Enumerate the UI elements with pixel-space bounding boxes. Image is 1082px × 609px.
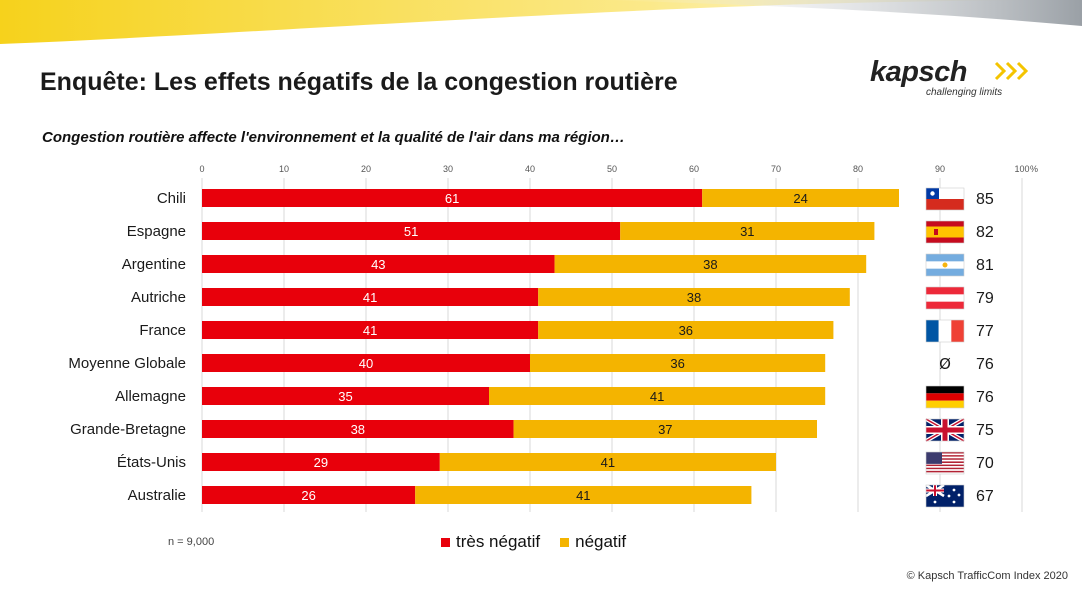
x-tick-label: 70	[771, 164, 781, 174]
data-label-negative: 31	[740, 224, 754, 239]
legend-item-negative: négatif	[560, 532, 626, 552]
bar-very-negative	[202, 486, 416, 504]
bar-negative	[489, 387, 826, 405]
kapsch-logo: kapsch challenging limits	[866, 56, 1046, 101]
category-label: Espagne	[127, 223, 186, 240]
flag-france-icon	[925, 319, 965, 343]
bar-very-negative	[202, 189, 703, 207]
x-tick-label: 40	[525, 164, 535, 174]
bar-negative	[530, 354, 826, 372]
data-label-very-negative: 38	[351, 422, 365, 437]
total-value: 70	[976, 455, 994, 472]
header-swoosh	[0, 0, 1082, 44]
legend-swatch-negative	[560, 537, 570, 547]
total-value: 81	[976, 257, 994, 274]
x-tick-label: 60	[689, 164, 699, 174]
average-symbol: Ø	[939, 355, 951, 373]
bar-very-negative	[202, 453, 440, 471]
category-label: Australie	[128, 487, 186, 504]
total-value: 79	[976, 290, 994, 307]
logo-wordmark: kapsch	[870, 56, 967, 88]
x-tick-label: 30	[443, 164, 453, 174]
chart-legend: très négatif négatif	[441, 532, 646, 552]
data-label-negative: 41	[576, 488, 590, 503]
bar-very-negative	[202, 222, 621, 240]
bar-very-negative	[202, 321, 539, 339]
x-tick-label: 10	[279, 164, 289, 174]
bar-negative	[513, 420, 817, 438]
data-label-negative: 37	[658, 422, 672, 437]
total-value: 76	[976, 389, 994, 406]
bar-negative	[620, 222, 875, 240]
bar-very-negative	[202, 255, 555, 273]
x-tick-label: 20	[361, 164, 371, 174]
category-label: Grande-Bretagne	[70, 421, 186, 438]
legend-label-negative: négatif	[575, 532, 627, 551]
bar-negative	[439, 453, 776, 471]
total-value: 82	[976, 224, 994, 241]
bar-negative	[415, 486, 752, 504]
data-label-very-negative: 51	[404, 224, 418, 239]
total-value: 76	[976, 356, 994, 373]
page-title: Enquête: Les effets négatifs de la conge…	[40, 68, 678, 96]
flag-spain-icon	[925, 220, 965, 244]
total-value: 85	[976, 191, 994, 208]
data-label-very-negative: 26	[301, 488, 315, 503]
data-label-negative: 38	[703, 257, 717, 272]
x-tick-label: 80	[853, 164, 863, 174]
category-label: Chili	[157, 190, 186, 207]
bar-very-negative	[202, 288, 539, 306]
flag-argentina-icon	[925, 253, 965, 277]
bar-very-negative	[202, 420, 514, 438]
data-label-very-negative: 61	[445, 191, 459, 206]
bar-negative	[538, 288, 850, 306]
data-label-negative: 36	[670, 356, 684, 371]
bar-negative	[538, 321, 834, 339]
category-label: Argentine	[122, 256, 186, 273]
flag-austria-icon	[925, 286, 965, 310]
bar-very-negative	[202, 387, 489, 405]
x-tick-label: 90	[935, 164, 945, 174]
legend-swatch-very-negative	[441, 537, 450, 547]
data-label-very-negative: 43	[371, 257, 385, 272]
flag-germany-icon	[925, 385, 965, 409]
category-label: Moyenne Globale	[68, 355, 186, 372]
data-label-very-negative: 35	[338, 389, 352, 404]
category-label: États-Unis	[117, 454, 186, 471]
bar-negative	[554, 255, 867, 273]
flag-usa-icon	[925, 451, 965, 475]
sample-size-note: n = 9,000	[168, 536, 215, 548]
data-label-very-negative: 29	[314, 455, 328, 470]
data-label-negative: 24	[793, 191, 807, 206]
copyright-note: © Kapsch TrafficCom Index 2020	[906, 570, 1068, 582]
bar-negative	[702, 189, 899, 207]
legend-label-very-negative: très négatif	[456, 532, 541, 551]
logo-tagline: challenging limits	[926, 87, 1003, 98]
category-label: Allemagne	[115, 388, 186, 405]
x-tick-label: 100	[1014, 164, 1029, 174]
x-tick-label: 0	[199, 164, 204, 174]
category-label: Autriche	[131, 289, 186, 306]
category-label: France	[139, 322, 186, 339]
flag-australia-icon	[925, 483, 965, 508]
x-tick-label: 50	[607, 164, 617, 174]
legend-item-very-negative: très négatif	[441, 532, 540, 552]
flag-uk-icon	[924, 417, 966, 443]
flag-chile-icon	[925, 187, 965, 211]
data-label-negative: 36	[679, 323, 693, 338]
data-label-negative: 41	[650, 389, 664, 404]
total-value: 75	[976, 422, 994, 439]
total-value: 77	[976, 323, 994, 340]
total-value: 67	[976, 488, 994, 505]
chart-subtitle: Congestion routière affecte l'environnem…	[42, 129, 625, 146]
bar-very-negative	[202, 354, 530, 372]
data-label-very-negative: 41	[363, 323, 377, 338]
x-unit-label: %	[1030, 164, 1038, 174]
data-label-very-negative: 41	[363, 290, 377, 305]
data-label-very-negative: 40	[359, 356, 373, 371]
data-label-negative: 41	[601, 455, 615, 470]
logo-arrows-icon	[994, 61, 1029, 81]
data-label-negative: 38	[687, 290, 701, 305]
